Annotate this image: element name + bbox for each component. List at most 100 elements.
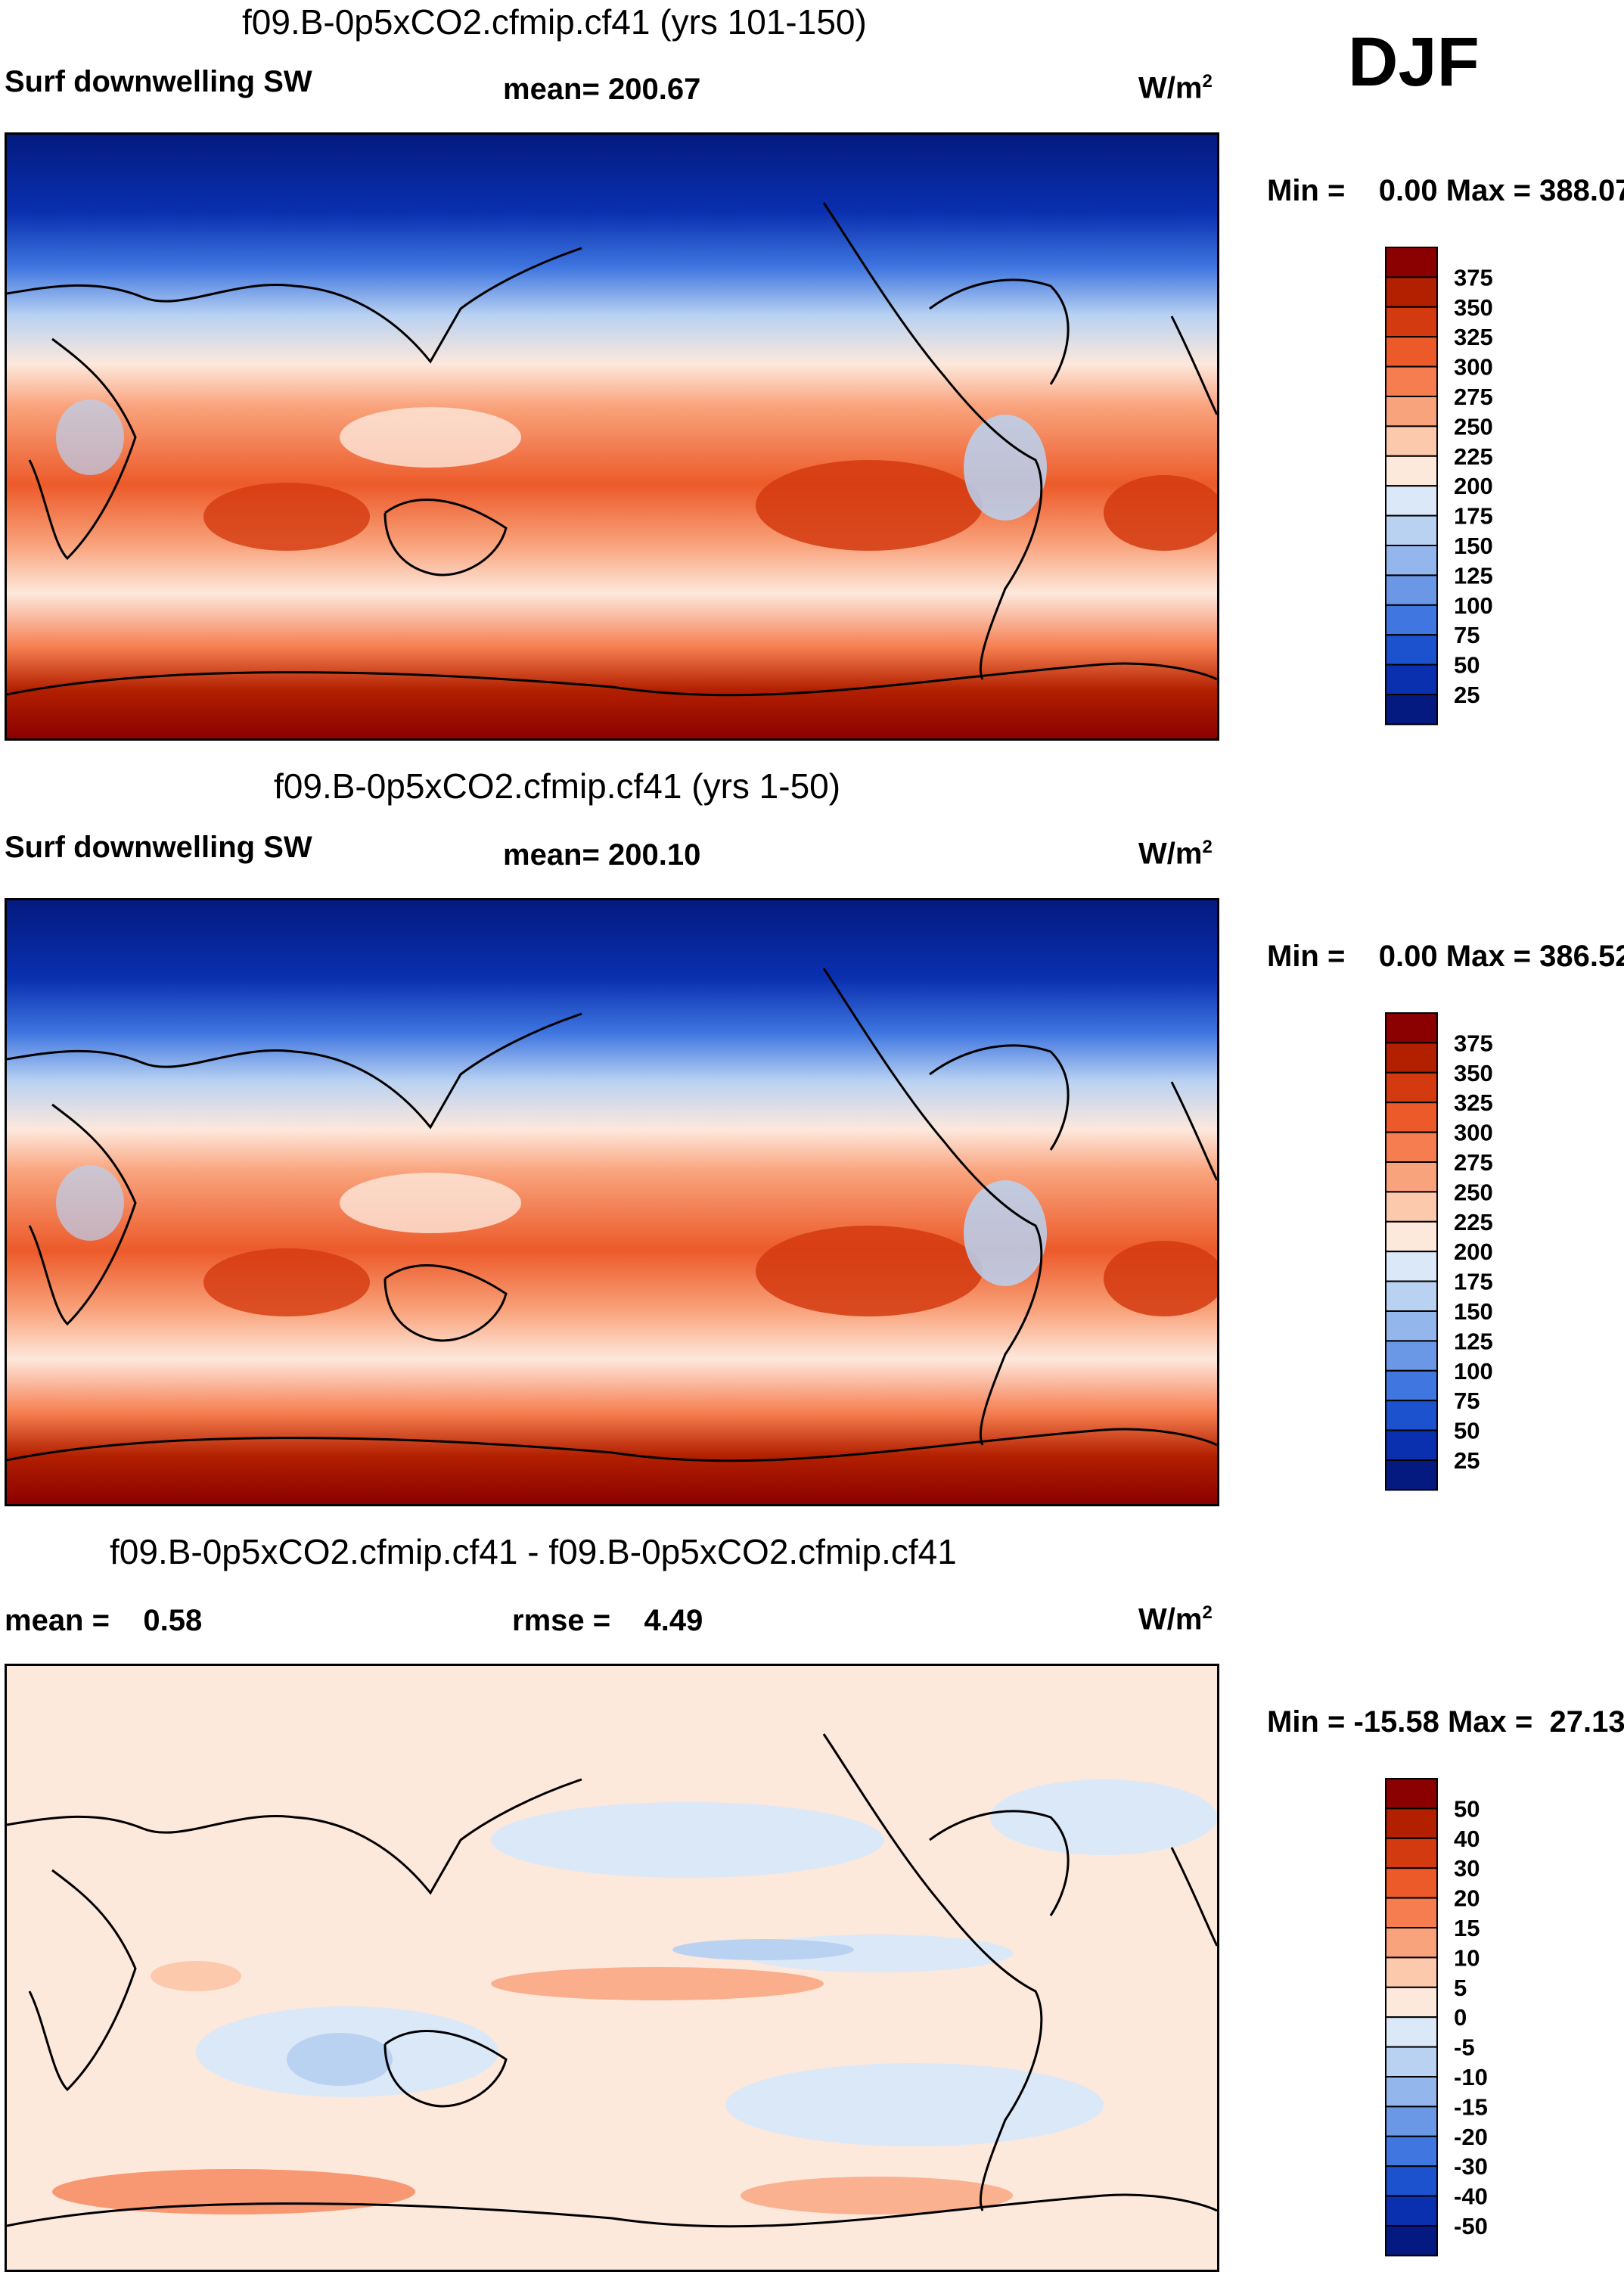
colorbar-label-3-10: -15: [1454, 2093, 1488, 2120]
panel2-unit-base: W/m: [1138, 837, 1203, 871]
colorbar-label-3-1: 40: [1454, 1826, 1480, 1852]
colorbar-label-1-11: 100: [1454, 592, 1493, 619]
panel3-diff-blue-7: [990, 1779, 1217, 1855]
colorbar-swatch-3-12: [1385, 2135, 1438, 2168]
colorbar-label-2-6: 225: [1454, 1209, 1493, 1235]
colorbar-label-2-12: 75: [1454, 1388, 1480, 1414]
colorbar-swatch-1-12: [1385, 604, 1438, 636]
colorbar-label-3-14: -50: [1454, 2213, 1488, 2239]
colorbar-label-1-1: 350: [1454, 294, 1493, 321]
colorbar-swatch-2-5: [1385, 1161, 1438, 1193]
colorbar-swatch-1-15: [1385, 694, 1438, 726]
colorbar-swatch-2-7: [1385, 1220, 1438, 1253]
colorbar-swatch-3-11: [1385, 2106, 1438, 2137]
colorbar-swatch-2-1: [1385, 1042, 1438, 1074]
colorbar-swatch-1-8: [1385, 485, 1438, 517]
colorbar-swatch-1-5: [1385, 396, 1438, 427]
colorbar-label-2-10: 125: [1454, 1328, 1493, 1354]
colorbar-swatch-1-11: [1385, 574, 1438, 606]
colorbar-swatch-3-15: [1385, 2225, 1438, 2257]
panel3-diff-blue-6: [672, 1939, 854, 1960]
colorbar-swatch-2-4: [1385, 1131, 1438, 1164]
panel3-unit-exp: 2: [1202, 1602, 1213, 1623]
panel1-warmpool-low: [340, 407, 521, 468]
colorbar-swatch-1-6: [1385, 425, 1438, 457]
panel3-diff-red-4: [151, 1961, 241, 1991]
panel3-unit-base: W/m: [1138, 1602, 1203, 1636]
colorbar-swatch-2-11: [1385, 1340, 1438, 1372]
colorbar-label-2-4: 275: [1454, 1149, 1493, 1176]
panel2-coastlines: [7, 968, 1217, 1462]
colorbar-label-3-11: -20: [1454, 2124, 1488, 2150]
colorbar-label-2-3: 300: [1454, 1120, 1493, 1146]
colorbar-swatch-2-14: [1385, 1429, 1438, 1461]
panel1-amazon-low: [964, 415, 1047, 521]
colorbar-swatch-1-1: [1385, 276, 1438, 308]
colorbar-label-3-8: -5: [1454, 2034, 1475, 2061]
colorbar-swatch-3-5: [1385, 1927, 1438, 1959]
panel2-amazon-low: [964, 1180, 1047, 1286]
colorbar-label-1-5: 250: [1454, 413, 1493, 440]
colorbar-swatch-2-10: [1385, 1310, 1438, 1342]
panel1-mean-label: mean= 200.67: [503, 73, 701, 106]
colorbar-swatch-2-9: [1385, 1280, 1438, 1313]
colorbar-label-1-10: 125: [1454, 562, 1493, 589]
season-label: DJF: [1348, 23, 1480, 101]
colorbar-label-3-4: 15: [1454, 1915, 1480, 1941]
panel2-minmax: Min = 0.00 Max = 386.52: [1267, 940, 1624, 973]
colorbar-swatch-3-1: [1385, 1807, 1438, 1839]
panel2-map-svg: [7, 900, 1217, 1504]
panel3-rmse-label: rmse = 4.49: [512, 1604, 703, 1637]
colorbar-swatch-1-7: [1385, 455, 1438, 487]
panel2-indian-max: [203, 1248, 370, 1316]
colorbar-label-3-5: 10: [1454, 1944, 1480, 1971]
colorbar-swatch-2-12: [1385, 1369, 1438, 1402]
panel2-map: [5, 898, 1219, 1506]
colorbar-swatch-3-10: [1385, 2076, 1438, 2108]
colorbar-label-3-6: 5: [1454, 1975, 1467, 2001]
colorbar-swatch-1-10: [1385, 545, 1438, 576]
colorbar-label-3-13: -40: [1454, 2183, 1488, 2210]
panel1-variable-label: Surf downwelling SW: [5, 65, 312, 98]
colorbar-label-3-2: 30: [1454, 1855, 1480, 1882]
panel2-warmpool-low: [340, 1173, 521, 1233]
panel2-units: W/m2: [1138, 837, 1213, 871]
colorbar-swatch-2-3: [1385, 1102, 1438, 1133]
panel2-atlantic-max: [1104, 1241, 1217, 1316]
panel1-unit-base: W/m: [1138, 71, 1203, 105]
colorbar-swatch-2-0: [1385, 1012, 1438, 1044]
colorbar-swatch-3-13: [1385, 2165, 1438, 2197]
colorbar-label-2-0: 375: [1454, 1030, 1493, 1056]
panel3-map: [5, 1664, 1219, 2272]
panel2-unit-exp: 2: [1202, 837, 1213, 857]
colorbar-swatch-1-13: [1385, 634, 1438, 666]
panel2-africa-low: [56, 1165, 124, 1241]
panel2-title: f09.B-0p5xCO2.cfmip.cf41 (yrs 1-50): [274, 766, 841, 806]
panel3-diff-blue-3: [287, 2033, 393, 2086]
panel1-title: f09.B-0p5xCO2.cfmip.cf41 (yrs 101-150): [242, 2, 867, 42]
panel3-mean-label: mean = 0.58: [5, 1604, 203, 1637]
colorbar-swatch-3-9: [1385, 2046, 1438, 2078]
panel3-diff-blue-4: [725, 2063, 1104, 2146]
panel3-map-svg: [7, 1666, 1217, 2270]
panel1-atlantic-max: [1104, 475, 1217, 551]
panel3-coastlines: [7, 1733, 1217, 2228]
panel1-units: W/m2: [1138, 71, 1213, 105]
colorbar-swatch-3-3: [1385, 1867, 1438, 1899]
panel1-pacific-max: [756, 460, 983, 551]
colorbar-swatch-2-6: [1385, 1191, 1438, 1223]
colorbar-label-1-9: 150: [1454, 533, 1493, 559]
panel3-diff-red-2: [52, 2169, 415, 2214]
colorbar-swatch-1-0: [1385, 247, 1438, 278]
panel1-africa-low: [56, 399, 124, 475]
colorbar-swatch-3-2: [1385, 1837, 1438, 1869]
colorbar-label-1-3: 300: [1454, 354, 1493, 381]
colorbar-label-1-8: 175: [1454, 503, 1493, 530]
panel3-units: W/m2: [1138, 1602, 1213, 1636]
colorbar-swatch-2-15: [1385, 1459, 1438, 1491]
panel1-coastlines: [7, 202, 1217, 697]
colorbar-label-3-0: 50: [1454, 1795, 1480, 1822]
colorbar-label-3-12: -30: [1454, 2153, 1488, 2180]
panel3-diff-blue-1: [491, 1802, 884, 1878]
colorbar-label-2-2: 325: [1454, 1089, 1493, 1116]
